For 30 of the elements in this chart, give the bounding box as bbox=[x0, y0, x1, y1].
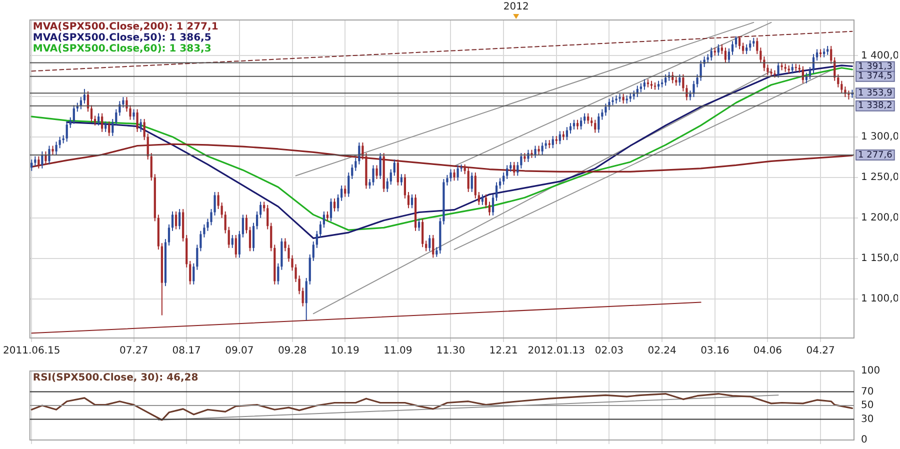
ref-line-label: 1 338,2 bbox=[858, 101, 892, 112]
x-tick-label: 02.24 bbox=[648, 346, 676, 357]
text: MVA(SPX500.Close,60): 1 383,3 bbox=[32, 44, 212, 55]
x-tick-label: 12.21 bbox=[489, 346, 518, 357]
ref-line-label: 1 353,9 bbox=[858, 88, 893, 98]
ref-line-label: 1 374,5 bbox=[858, 72, 892, 82]
text: MVA(SPX500.Close,50): 1 386,5 bbox=[32, 32, 212, 44]
x-tick-label: 2011.06.15 bbox=[3, 346, 60, 357]
y-tick-label: 100 bbox=[861, 366, 880, 377]
y-tick-label: 0 bbox=[861, 434, 868, 446]
x-tick-label: 03.16 bbox=[700, 346, 730, 357]
ref-line-label: 1 391,3 bbox=[858, 62, 892, 72]
text: RSI(SPX500.Close, 30): 46,28 bbox=[32, 372, 198, 384]
x-tick-label: 02.03 bbox=[594, 346, 624, 357]
y-tick-label: 50 bbox=[861, 400, 874, 412]
text: MVA(SPX500.Close,200): 1 277,1 bbox=[32, 22, 218, 33]
x-tick-label: 07.27 bbox=[119, 346, 148, 357]
x-tick-label: 11.09 bbox=[384, 346, 412, 357]
y-tick-label: 70 bbox=[861, 386, 874, 398]
x-tick-label: 09.07 bbox=[225, 346, 254, 357]
x-tick-label: 11.30 bbox=[436, 346, 466, 357]
ref-line-label: 1 277,6 bbox=[858, 150, 893, 160]
x-tick-label: 08.17 bbox=[172, 346, 201, 357]
x-tick-label: 04.27 bbox=[806, 346, 835, 357]
x-tick-label: 09.28 bbox=[278, 346, 307, 357]
x-tick-label: 2012.01.13 bbox=[528, 346, 586, 357]
text: 2012 bbox=[503, 2, 529, 13]
x-tick-label: 10.19 bbox=[330, 346, 360, 357]
x-tick-label: 04.06 bbox=[753, 346, 782, 357]
y-tick-label: 30 bbox=[861, 414, 874, 425]
